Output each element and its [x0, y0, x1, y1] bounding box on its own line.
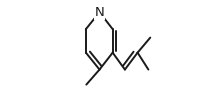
Text: N: N: [95, 6, 104, 19]
